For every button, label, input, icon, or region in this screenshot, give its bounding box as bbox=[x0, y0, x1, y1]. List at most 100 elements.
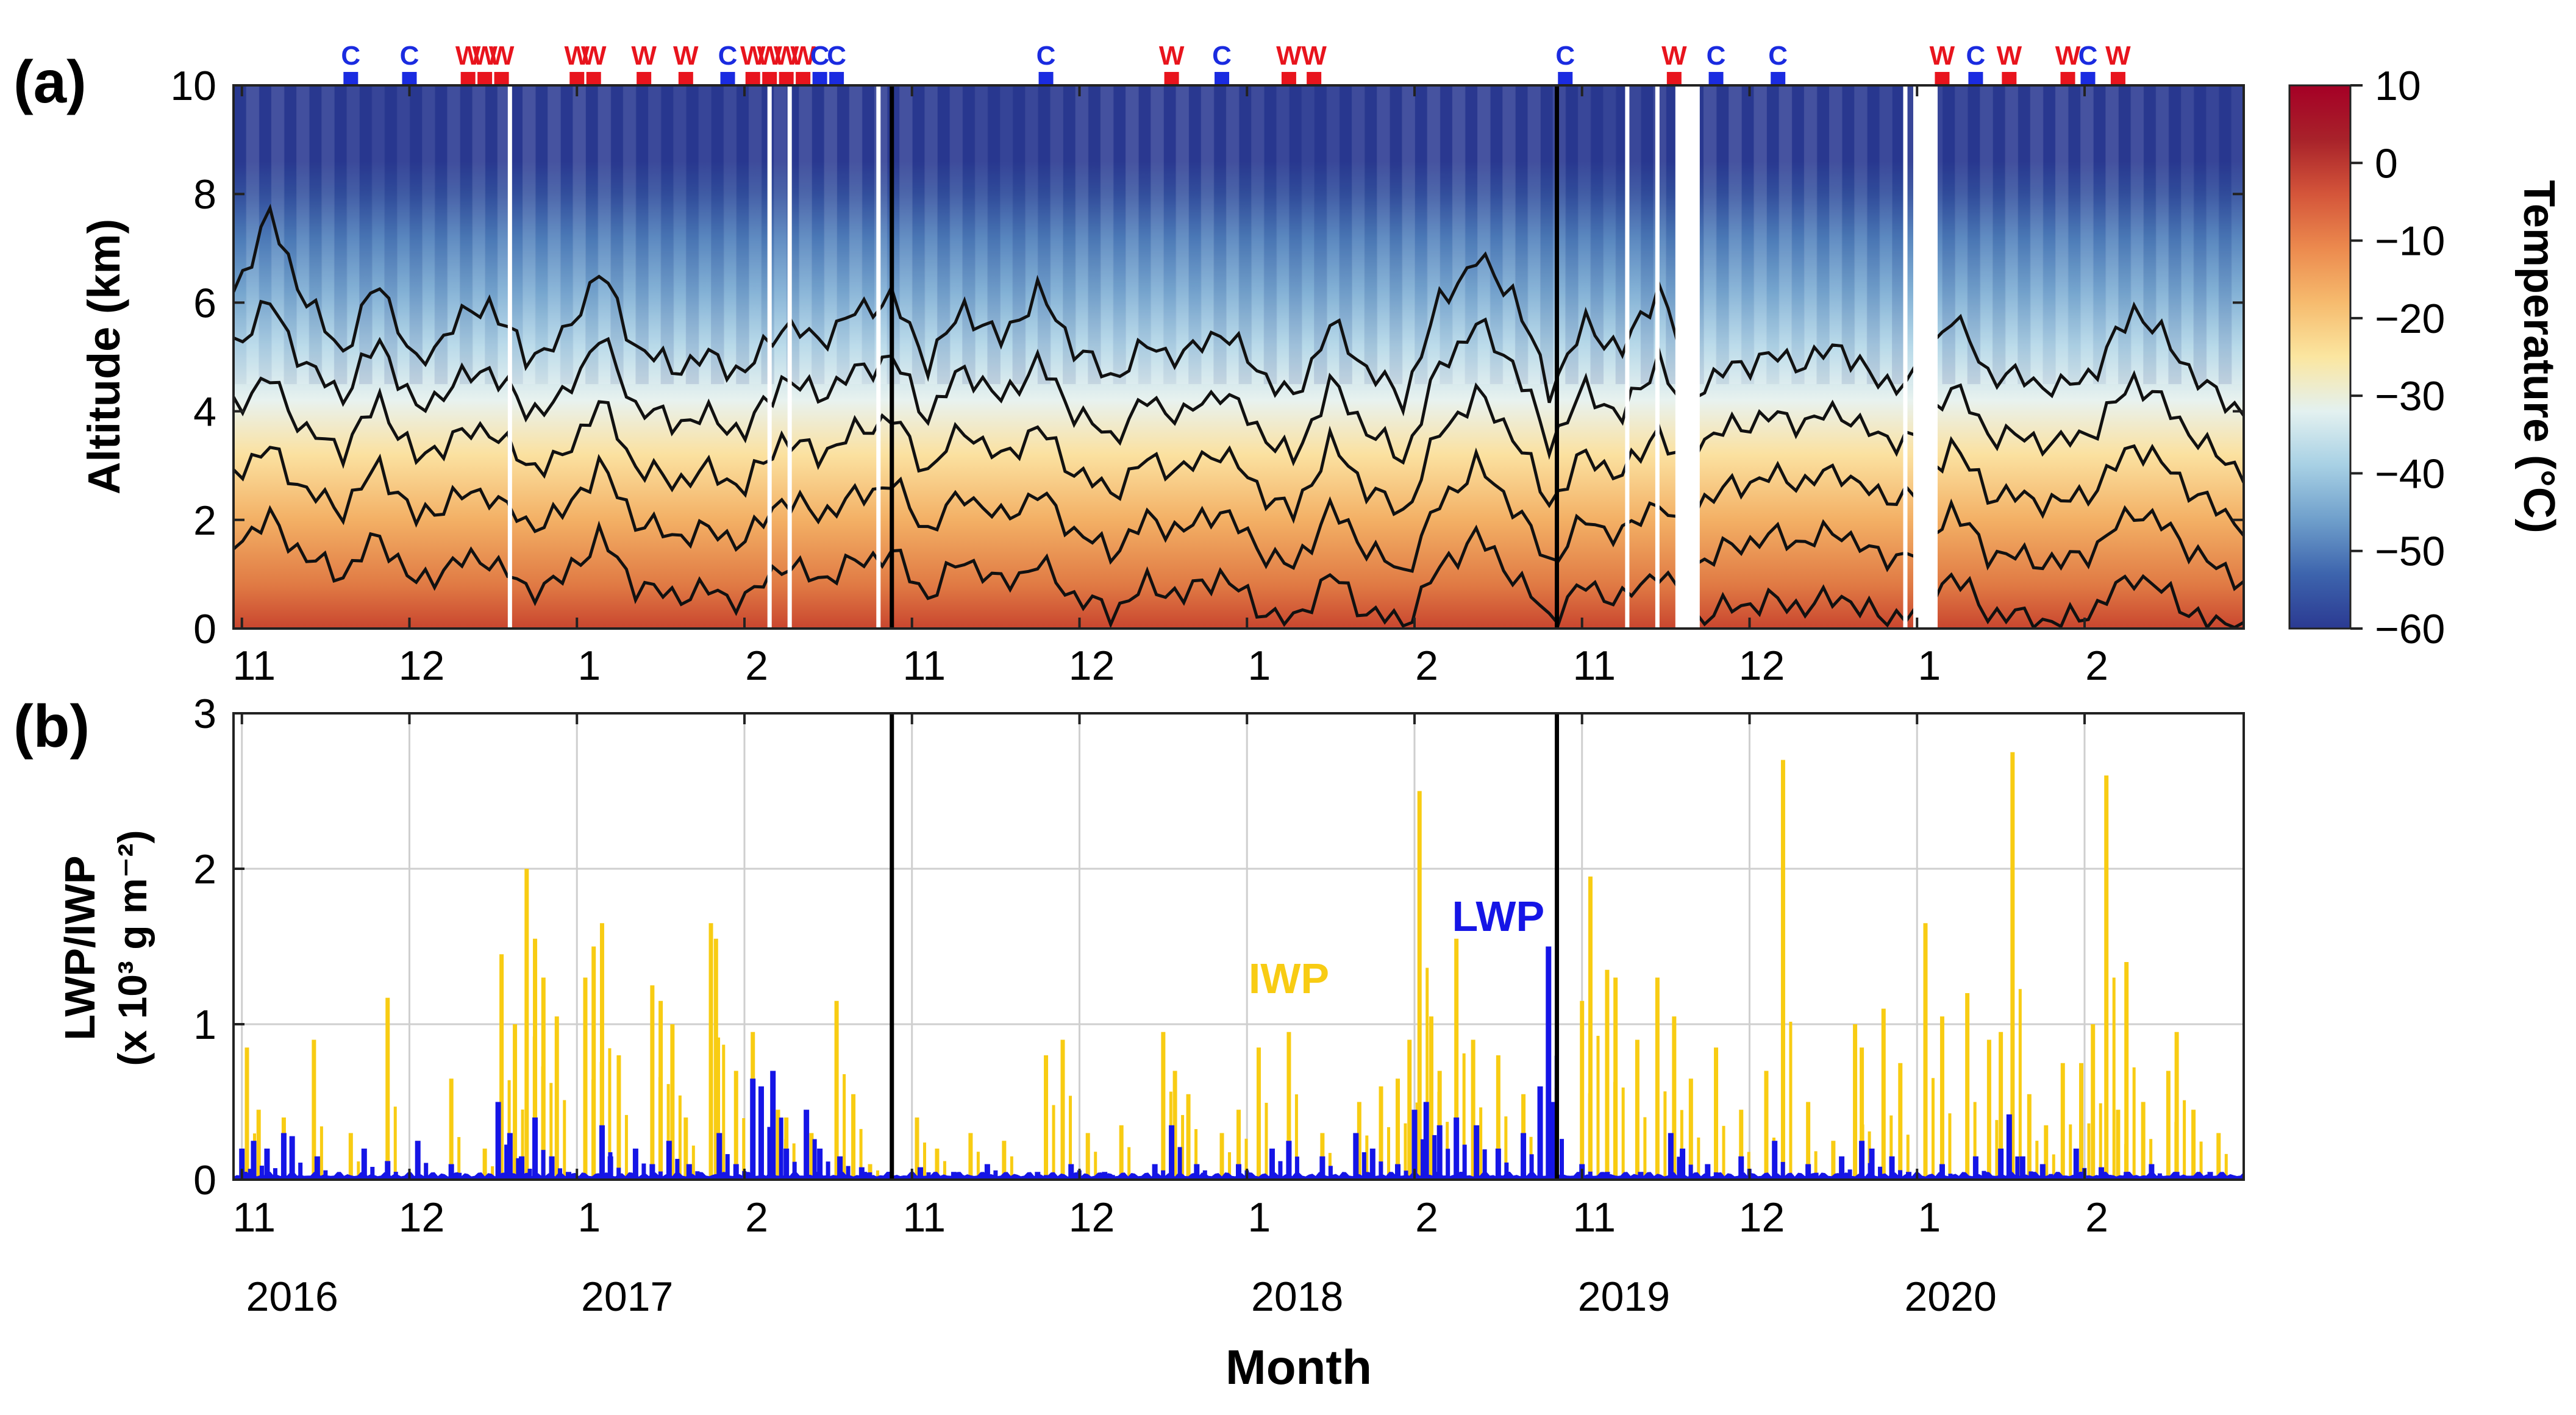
series-bar bbox=[792, 1143, 796, 1180]
texture-band bbox=[585, 85, 599, 385]
event-marker-bar bbox=[2110, 72, 2125, 84]
series-bar bbox=[259, 1166, 264, 1180]
event-marker-label: W bbox=[631, 41, 657, 71]
data-gap bbox=[1625, 85, 1630, 629]
colorbar: 10 0 −10 −20 −30 −40 −50 −60 Temperature (°C) bbox=[2288, 63, 2563, 652]
series-bar bbox=[1604, 1172, 1610, 1180]
series-bar bbox=[616, 1055, 621, 1180]
event-marker-bar bbox=[2060, 72, 2075, 84]
texture-band bbox=[673, 85, 687, 385]
series-bar bbox=[1680, 1110, 1683, 1180]
series-bar bbox=[1965, 993, 1970, 1180]
series-bar bbox=[1972, 1156, 1978, 1180]
series-bar bbox=[1613, 977, 1618, 1180]
series-bar bbox=[1177, 1147, 1182, 1180]
series-bar bbox=[2124, 962, 2129, 1180]
texture-band bbox=[1100, 85, 1114, 385]
event-marker-bar bbox=[1038, 72, 1054, 84]
texture-band bbox=[610, 85, 624, 385]
series-bar bbox=[1319, 1156, 1325, 1180]
series-bar bbox=[1998, 1149, 2004, 1180]
texture-band bbox=[1088, 85, 1101, 385]
series-bar bbox=[1986, 1039, 1991, 1180]
texture-band bbox=[635, 85, 649, 385]
series-bar bbox=[758, 1086, 764, 1180]
series-bar bbox=[750, 1078, 756, 1180]
panel-a-y-label: Altitude (km) bbox=[79, 219, 129, 494]
isotherm-3 bbox=[234, 376, 2244, 537]
y-tick-label: 1 bbox=[193, 1002, 216, 1048]
event-marker-bar bbox=[720, 72, 735, 84]
x-tick-label: 12 bbox=[1739, 1194, 1785, 1241]
series-bar bbox=[348, 1133, 353, 1180]
texture-band bbox=[1816, 85, 1830, 385]
texture-band bbox=[409, 85, 423, 385]
series-bar bbox=[1889, 1115, 1893, 1180]
texture-band bbox=[2105, 85, 2119, 385]
series-bar bbox=[725, 1154, 730, 1180]
isotherm-1 bbox=[234, 204, 2244, 417]
texture-band bbox=[309, 85, 323, 385]
texture-band bbox=[924, 85, 938, 385]
x-tick-label: 1 bbox=[577, 1194, 601, 1241]
colorbar-ticks: 10 0 −10 −20 −30 −40 −50 −60 bbox=[2350, 63, 2445, 652]
texture-band bbox=[1213, 85, 1227, 385]
series-lwp bbox=[234, 946, 2244, 1180]
data-gap bbox=[1655, 85, 1660, 629]
series-bar bbox=[2224, 1153, 2228, 1180]
colorbar-label: Temperature (°C) bbox=[2514, 180, 2563, 533]
series-bar bbox=[1789, 1021, 1793, 1180]
series-bar bbox=[248, 1169, 252, 1180]
texture-band bbox=[1603, 85, 1616, 385]
series-bar bbox=[1605, 969, 1610, 1180]
y-tick-label: 6 bbox=[193, 280, 216, 326]
series-bar bbox=[1236, 1110, 1241, 1180]
series-bar bbox=[1739, 1110, 1744, 1180]
x-tick-label: 11 bbox=[902, 643, 946, 689]
event-marker-label: C bbox=[718, 41, 738, 71]
panel-b-x-axis: 11 12 1 2 11 12 1 2 11 12 1 2 bbox=[232, 713, 2108, 1241]
series-bar bbox=[2104, 775, 2109, 1180]
series-bar bbox=[415, 1141, 421, 1180]
y-tick-label: 4 bbox=[193, 389, 216, 435]
series-bar bbox=[1643, 1117, 1647, 1180]
panel-b-y-label-line2: (x 10³ g m⁻²) bbox=[110, 830, 155, 1066]
series-bar bbox=[1044, 1055, 1049, 1180]
series-bar bbox=[1560, 1139, 1565, 1180]
series-bar bbox=[1387, 1127, 1391, 1180]
series-bar bbox=[658, 1000, 663, 1180]
series-bar bbox=[2060, 1063, 2065, 1180]
series-bar bbox=[2087, 1123, 2091, 1180]
series-bar bbox=[1881, 1008, 1886, 1180]
series-bar bbox=[513, 1024, 518, 1180]
texture-band bbox=[1251, 85, 1265, 385]
series-bar bbox=[2044, 1125, 2049, 1180]
annotation-lwp: LWP bbox=[1452, 893, 1545, 940]
texture-band bbox=[1653, 85, 1667, 385]
event-marker-bar bbox=[494, 72, 509, 84]
series-bar bbox=[599, 1125, 605, 1180]
series-bar bbox=[1361, 1152, 1366, 1180]
texture-band bbox=[371, 85, 385, 385]
series-bar bbox=[1529, 1154, 1534, 1180]
series-bar bbox=[1999, 1032, 2003, 1180]
panel-a-y-axis: 0 2 4 6 8 10 bbox=[170, 63, 2244, 652]
colorbar-tick-label: −10 bbox=[2375, 218, 2445, 265]
texture-band bbox=[1515, 85, 1529, 385]
event-marker-bar bbox=[586, 72, 601, 84]
series-bar bbox=[2183, 1100, 2186, 1180]
texture-band bbox=[1452, 85, 1466, 385]
series-bar bbox=[1495, 1149, 1501, 1180]
series-bar bbox=[968, 1133, 973, 1180]
series-bar bbox=[1228, 1152, 1232, 1180]
series-bar bbox=[868, 1164, 872, 1180]
texture-band bbox=[862, 85, 875, 385]
series-bar bbox=[541, 977, 546, 1180]
series-bar bbox=[1722, 1125, 1725, 1180]
series-bar bbox=[1265, 1102, 1268, 1180]
texture-band bbox=[1126, 85, 1139, 385]
series-bar bbox=[678, 1095, 682, 1180]
series-bar bbox=[1805, 1164, 1811, 1180]
series-bar bbox=[1688, 1078, 1693, 1180]
